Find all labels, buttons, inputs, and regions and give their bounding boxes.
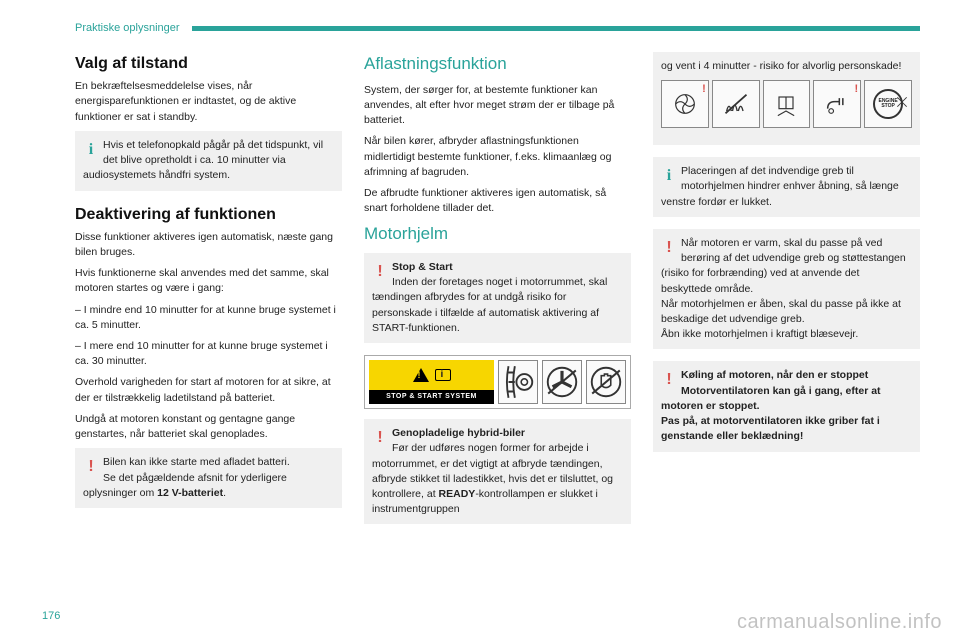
warning-callout-hybrid: ! Genopladelige hybrid-biler Før der udf…: [364, 419, 631, 524]
callout-text: Bilen kan ikke starte med afladet batter…: [83, 455, 334, 501]
hazard-hands: [712, 80, 760, 128]
hazard-engine-stop: ENGINE STOP: [864, 80, 912, 128]
column-1: Valg af tilstand En bekræftelsesmeddelel…: [75, 52, 342, 536]
warning-icon: !: [83, 455, 99, 478]
paragraph: Disse funktioner aktiveres igen automati…: [75, 230, 342, 260]
manual-book-icon: [435, 369, 451, 381]
manual-page: Praktiske oplysninger Valg af tilstand E…: [0, 0, 960, 536]
text-bold: Pas på, at motorventilatoren ikke griber…: [661, 415, 880, 442]
list-item: – I mindre end 10 minutter for at kunne …: [75, 303, 342, 333]
paragraph: Undgå at motoren konstant og gentagne ga…: [75, 412, 342, 442]
heading-mode-selection: Valg af tilstand: [75, 52, 342, 75]
warning-callout-stopstart: ! Stop & Start Inden der foretages noget…: [364, 253, 631, 343]
column-2: Aflastningsfunktion System, der sørger f…: [364, 52, 631, 536]
callout-text: og vent i 4 minutter - risiko for alvorl…: [661, 59, 912, 74]
callout-title: Stop & Start: [392, 261, 453, 273]
section-title: Praktiske oplysninger: [75, 22, 180, 34]
page-number: 176: [42, 610, 60, 622]
belt-icon: [498, 360, 538, 404]
hazard-charging: !: [813, 80, 861, 128]
ss-warning-panel: STOP & START SYSTEM: [369, 360, 494, 404]
warning-callout-cooling: ! Køling af motoren, når den er stoppet …: [653, 361, 920, 451]
warning-icon: !: [661, 368, 677, 391]
hazard-icon-row: ! ! ENGINE STOP: [661, 80, 912, 128]
callout-title: Køling af motoren, når den er stoppet: [681, 369, 868, 381]
heading-bonnet: Motorhjelm: [364, 222, 631, 247]
text: Inden der foretages noget i motorrummet,…: [372, 276, 607, 334]
info-callout: i Hvis et telefonopkald pågår på det tid…: [75, 131, 342, 191]
fan-icon: [542, 360, 582, 404]
warning-icon: !: [661, 236, 677, 259]
hazard-fan: !: [661, 80, 709, 128]
warning-icon: !: [372, 260, 388, 283]
paragraph: System, der sørger for, at bestemte funk…: [364, 83, 631, 129]
paragraph: Hvis funktionerne skal anvendes med det …: [75, 266, 342, 296]
paragraph: En bekræftelsesmeddelelse vises, når ene…: [75, 79, 342, 125]
callout-text: Hvis et telefonopkald pågår på det tidsp…: [83, 138, 334, 184]
watermark: carmanualsonline.info: [737, 611, 942, 634]
paragraph: De afbrudte funktioner aktiveres igen au…: [364, 186, 631, 216]
text: Når motoren er varm, skal du passe på ve…: [661, 237, 906, 295]
text: Når motorhjelmen er åben, skal du passe …: [661, 298, 901, 325]
content-columns: Valg af tilstand En bekræftelsesmeddelel…: [75, 52, 920, 536]
paragraph: Når bilen kører, afbryder aflastningsfun…: [364, 134, 631, 180]
info-icon: i: [83, 138, 99, 161]
heading-deactivation: Deaktivering af funktionen: [75, 203, 342, 226]
belt-svg: [499, 363, 537, 401]
callout-title: Genopladelige hybrid-biler: [392, 427, 525, 439]
text: .: [223, 487, 226, 499]
callout-text: Genopladelige hybrid-biler Før der udfør…: [372, 426, 623, 517]
ss-label: STOP & START SYSTEM: [369, 390, 494, 404]
callout-text: Køling af motoren, når den er stoppet Mo…: [661, 368, 912, 444]
page-header: Praktiske oplysninger: [75, 22, 920, 34]
column-3: og vent i 4 minutter - risiko for alvorl…: [653, 52, 920, 536]
ss-yellow-strip: [369, 360, 494, 390]
callout-text: Stop & Start Inden der foretages noget i…: [372, 260, 623, 336]
warning-callout: ! Bilen kan ikke starte med afladet batt…: [75, 448, 342, 508]
heading-relief-function: Aflastningsfunktion: [364, 52, 631, 77]
paragraph: Overhold varigheden for start af motoren…: [75, 375, 342, 405]
stop-start-graphic: STOP & START SYSTEM: [364, 355, 631, 409]
red-exclaim-icon: !: [702, 82, 706, 98]
info-callout: i Placeringen af det indvendige greb til…: [653, 157, 920, 217]
callout-text: Når motoren er varm, skal du passe på ve…: [661, 236, 912, 343]
warning-callout-hot-engine: ! Når motoren er varm, skal du passe på …: [653, 229, 920, 350]
text-bold: 12 V-batteriet: [157, 487, 223, 499]
hazard-manual: [763, 80, 811, 128]
warning-callout-continued: og vent i 4 minutter - risiko for alvorl…: [653, 52, 920, 145]
red-exclaim-icon: !: [855, 82, 859, 98]
callout-text: Placeringen af det indvendige greb til m…: [661, 164, 912, 210]
warning-icon: !: [372, 426, 388, 449]
triangle-warning-icon: [413, 368, 429, 382]
text-bold: Motorventilatoren kan gå i gang, efter a…: [661, 385, 881, 412]
text: Bilen kan ikke starte med afladet batter…: [103, 456, 290, 468]
header-accent-bar: [192, 26, 920, 31]
list-item: – I mere end 10 minutter for at kunne br…: [75, 339, 342, 369]
info-icon: i: [661, 164, 677, 187]
text-bold: READY: [439, 488, 476, 500]
hand-icon: [586, 360, 626, 404]
text: Åbn ikke motorhjelmen i kraftigt blæseve…: [661, 328, 858, 340]
